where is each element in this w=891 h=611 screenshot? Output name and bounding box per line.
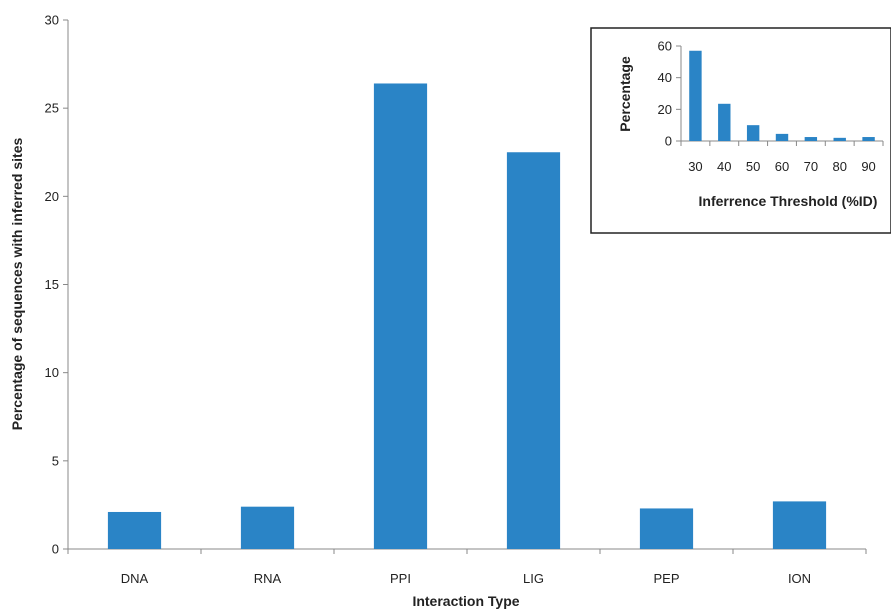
bar xyxy=(833,137,846,141)
y-tick-label: 20 xyxy=(45,189,59,204)
bar xyxy=(718,103,731,141)
inset-bar-chart: 0 20 40 60 30 40 50 60 70 80 90 Inferrence Threshol… xyxy=(590,27,891,234)
x-tick-label: PEP xyxy=(653,571,679,586)
y-axis-title: Percentage xyxy=(617,56,633,132)
y-tick-label: 10 xyxy=(45,365,59,380)
x-tick-label: LIG xyxy=(523,571,544,586)
bar xyxy=(862,137,875,141)
y-tick-label: 0 xyxy=(665,134,672,149)
x-tick-label: RNA xyxy=(254,571,282,586)
x-tick-label: 70 xyxy=(804,159,818,174)
bar xyxy=(639,508,694,549)
bar xyxy=(772,501,827,549)
y-tick-label: 0 xyxy=(52,542,59,557)
y-tick-label: 40 xyxy=(658,70,672,85)
x-tick-label: 80 xyxy=(832,159,846,174)
bar xyxy=(804,137,818,141)
y-tick-label: 15 xyxy=(45,277,59,292)
bar xyxy=(240,506,295,549)
y-tick-label: 25 xyxy=(45,101,59,116)
x-tick-label: 60 xyxy=(775,159,789,174)
main-bar-chart: 0 5 10 15 20 25 30 DNA RNA PPI LIG PEP ION Interactio… xyxy=(9,13,867,609)
x-axis-title: Interaction Type xyxy=(412,593,519,609)
x-tick-label: ION xyxy=(788,571,811,586)
inset-frame xyxy=(590,27,891,234)
bar xyxy=(373,83,428,549)
y-tick-label: 60 xyxy=(658,39,672,54)
x-tick-label: 40 xyxy=(717,159,731,174)
bar xyxy=(775,133,789,141)
y-tick-label: 20 xyxy=(658,102,672,117)
x-tick-label: PPI xyxy=(390,571,411,586)
x-tick-label: 90 xyxy=(861,159,875,174)
y-tick-label: 30 xyxy=(45,13,59,28)
x-tick-label: 50 xyxy=(746,159,760,174)
bar xyxy=(506,152,561,549)
x-axis-title: Inferrence Threshold (%ID) xyxy=(699,193,878,209)
bar xyxy=(746,125,760,141)
y-axis-title: Percentage of sequences with inferred si… xyxy=(9,138,25,431)
x-tick-label: 30 xyxy=(688,159,702,174)
x-tick-label: DNA xyxy=(121,571,149,586)
y-tick-label: 5 xyxy=(52,453,59,468)
bar xyxy=(107,511,162,549)
bar xyxy=(689,50,702,141)
